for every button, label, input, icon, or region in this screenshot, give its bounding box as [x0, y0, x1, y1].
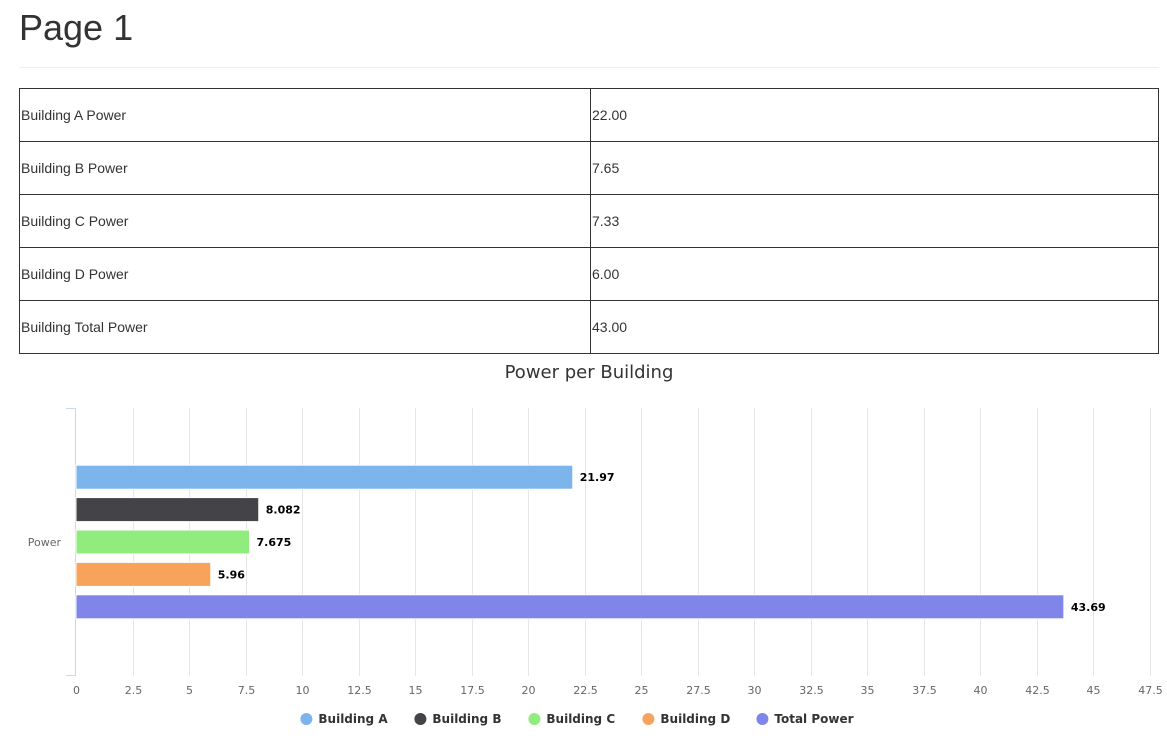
- x-tick-label: 2.5: [125, 684, 143, 697]
- title-divider: [19, 67, 1159, 68]
- chart-data-labels: 21.97 8.082 7.675 5.96 43.69: [218, 471, 1106, 614]
- legend-label: Building A: [318, 712, 388, 726]
- chart-bars: [75, 464, 1065, 620]
- category-label: Power: [28, 536, 62, 549]
- row-label: Building D Power: [19, 247, 591, 301]
- x-tick-label: 5: [186, 684, 193, 697]
- legend-item[interactable]: Building B: [414, 712, 501, 726]
- legend-marker: [642, 713, 655, 725]
- legend-item[interactable]: Total Power: [756, 712, 854, 726]
- x-tick-label: 12.5: [347, 684, 372, 697]
- x-tick-label: 25: [635, 684, 649, 697]
- x-tick-label: 27.5: [686, 684, 711, 697]
- data-label: 43.69: [1071, 601, 1106, 614]
- x-tick-label: 10: [296, 684, 310, 697]
- legend-marker: [756, 713, 769, 725]
- x-tick-label: 22.5: [573, 684, 598, 697]
- legend-label: Building B: [432, 712, 501, 726]
- legend-label: Building C: [546, 712, 615, 726]
- row-label: Building B Power: [19, 141, 591, 195]
- chart-axes: 0 2.5 5 7.5 10 12.5 15 17.5 20 22.5 25 27.5 30 32.5 35…: [28, 408, 1163, 697]
- legend-marker: [528, 713, 541, 725]
- data-label: 5.96: [218, 568, 245, 581]
- legend-label: Total Power: [774, 712, 853, 726]
- legend-marker: [414, 713, 427, 725]
- table-row: Building B Power 7.65: [19, 141, 1159, 195]
- legend-item[interactable]: Building A: [300, 712, 388, 726]
- row-value: 43.00: [590, 300, 1159, 354]
- legend-label: Building D: [660, 712, 730, 726]
- x-tick-label: 35: [861, 684, 875, 697]
- data-label: 8.082: [266, 504, 301, 517]
- table-row: Building C Power 7.33: [19, 194, 1159, 248]
- x-tick-label: 37.5: [912, 684, 937, 697]
- row-label: Building A Power: [19, 88, 591, 142]
- bar: [75, 594, 1065, 620]
- bar: [75, 497, 260, 523]
- x-tick-label: 7.5: [238, 684, 256, 697]
- page-title: Page 1: [19, 7, 134, 48]
- data-label: 7.675: [257, 536, 292, 549]
- x-tick-label: 17.5: [460, 684, 485, 697]
- legend-item[interactable]: Building D: [642, 712, 730, 726]
- chart-legend[interactable]: Building A Building B Building C Building D…: [300, 712, 854, 726]
- x-tick-label: 0: [73, 684, 80, 697]
- table-row: Building D Power 6.00: [19, 247, 1159, 301]
- row-label: Building Total Power: [19, 300, 591, 354]
- table-row: Building Total Power 43.00: [19, 300, 1159, 354]
- data-label: 21.97: [580, 471, 615, 484]
- chart-title: Power per Building: [505, 362, 674, 383]
- table-row: Building A Power 22.00: [19, 88, 1159, 142]
- bar: [75, 529, 251, 555]
- row-value: 7.33: [590, 194, 1159, 248]
- row-value: 6.00: [590, 247, 1159, 301]
- bar: [75, 561, 212, 587]
- bar: [75, 464, 574, 490]
- legend-marker: [300, 713, 313, 725]
- x-tick-label: 40: [974, 684, 988, 697]
- x-tick-label: 45: [1087, 684, 1101, 697]
- row-value: 22.00: [590, 88, 1159, 142]
- x-tick-label: 30: [748, 684, 762, 697]
- x-tick-label: 32.5: [799, 684, 824, 697]
- power-table: Building A Power 22.00 Building B Power …: [19, 88, 1159, 354]
- x-tick-label: 20: [522, 684, 536, 697]
- legend-item[interactable]: Building C: [528, 712, 615, 726]
- row-label: Building C Power: [19, 194, 591, 248]
- x-tick-label: 47.5: [1138, 684, 1163, 697]
- power-bar-chart: Power per Building 0 2.5 5 7.5 10 12.5 15 17.5 2…: [28, 362, 1163, 726]
- x-tick-label: 15: [409, 684, 423, 697]
- row-value: 7.65: [590, 141, 1159, 195]
- x-tick-label: 42.5: [1025, 684, 1050, 697]
- chart-grid: [133, 408, 1151, 676]
